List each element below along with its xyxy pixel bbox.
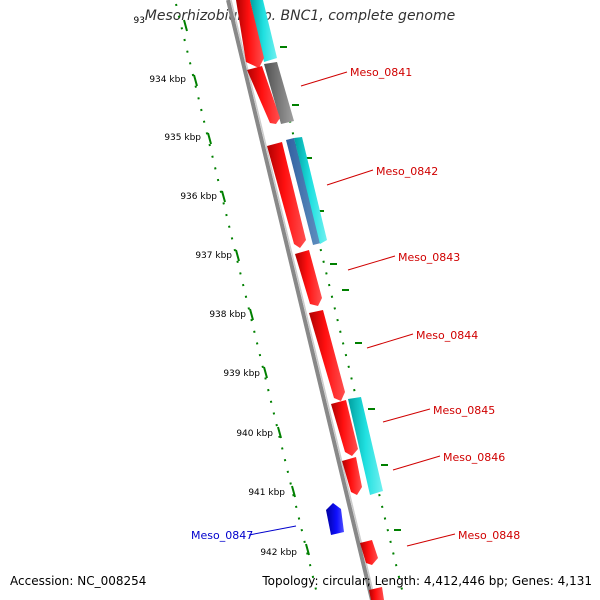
ruler-label-940: 940 kbp <box>236 429 273 439</box>
ruler-label-934: 934 kbp <box>149 75 186 85</box>
ruler-major-ticks-right <box>280 46 401 531</box>
gene-label-meso-0847[interactable]: Meso_0847 <box>191 529 253 542</box>
gene-label-meso-0846[interactable]: Meso_0846 <box>443 451 505 464</box>
cds-arrow <box>236 0 264 68</box>
ruler-label-942: 942 kbp <box>260 548 297 558</box>
gene-label-meso-0841[interactable]: Meso_0841 <box>350 66 412 79</box>
gene-label-meso-0848[interactable]: Meso_0848 <box>458 529 520 542</box>
gene-label-meso-0843[interactable]: Meso_0843 <box>398 251 460 264</box>
ruler-label-941: 941 kbp <box>248 488 285 498</box>
gene-label-lines <box>248 71 456 547</box>
feature-bar-cyan-low <box>348 397 383 495</box>
cds-arrow <box>331 400 358 456</box>
gene-label-meso-0842[interactable]: Meso_0842 <box>376 165 438 178</box>
gene-label-meso-0845[interactable]: Meso_0845 <box>433 404 495 417</box>
ruler-track-left <box>175 3 319 599</box>
cds-arrow <box>369 587 384 600</box>
accession-label: Accession: NC_008254 <box>10 574 147 588</box>
cds-arrow <box>247 66 280 124</box>
ruler-major-ticks <box>183 19 310 556</box>
feature-bars <box>250 0 383 495</box>
cds-arrow <box>267 142 306 248</box>
cds-arrow <box>295 250 322 306</box>
feature-bar-steel <box>286 138 321 245</box>
feature-bar-cyan-mid <box>294 137 327 244</box>
genome-summary: Topology: circular; Length: 4,412,446 bp… <box>262 574 592 588</box>
feature-bar-gray <box>264 62 294 124</box>
feature-bar-cyan-top <box>250 0 277 62</box>
ruler-label-937: 937 kbp <box>195 251 232 261</box>
cds-arrow <box>360 540 378 565</box>
ruler-label-935: 935 kbp <box>164 133 201 143</box>
map-title: Mesorhizobium sp. BNC1, complete genome <box>144 8 456 24</box>
genome-backbone-shade <box>230 0 376 600</box>
cds-arrows <box>236 0 384 600</box>
ruler-label-938: 938 kbp <box>209 310 246 320</box>
ruler-label-partial: 93 <box>134 16 145 26</box>
ruler-label-939: 939 kbp <box>223 369 260 379</box>
ruler-label-936: 936 kbp <box>180 192 217 202</box>
cds-arrow <box>309 310 345 401</box>
gene-label-meso-0844[interactable]: Meso_0844 <box>416 329 478 342</box>
genome-backbone <box>226 0 374 600</box>
cds-arrow-minus-strand <box>326 503 344 535</box>
cds-arrow <box>342 457 362 495</box>
